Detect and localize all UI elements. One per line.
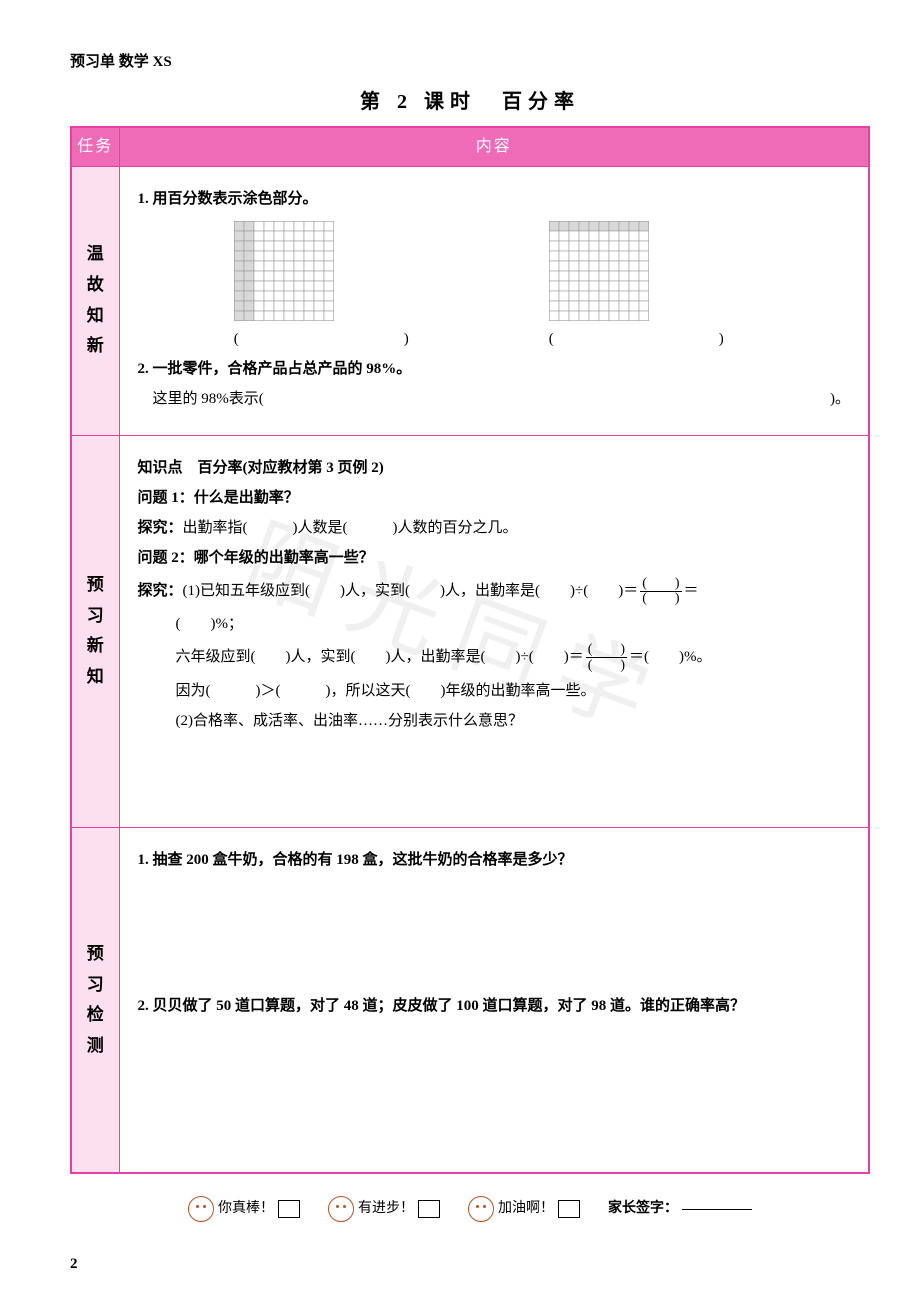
test-q2: 2. 贝贝做了 50 道口算题，对了 48 道；皮皮做了 100 道口算题，对了…: [138, 994, 851, 1018]
section-preview: 预习新知 知识点 百分率(对应教材第 3 页例 2) 问题 1：什么是出勤率？ …: [71, 435, 869, 828]
q2b-left: 这里的 98%表示(: [138, 391, 264, 407]
stamp-progress: 有进步！: [328, 1196, 440, 1222]
checkbox-progress[interactable]: [418, 1200, 440, 1218]
page-header: 预习单 数学 XS: [70, 50, 870, 74]
q2b-text: 这里的 98%表示( )。: [138, 387, 851, 411]
face-icon: [468, 1196, 494, 1222]
grid2-answer-blank: ( ): [549, 327, 754, 351]
checkbox-great[interactable]: [278, 1200, 300, 1218]
knowledge-point: 知识点 百分率(对应教材第 3 页例 2): [138, 456, 851, 480]
q1-text: 1. 用百分数表示涂色部分。: [138, 187, 851, 211]
fraction-blank-2: ( )( ): [586, 642, 627, 673]
section-review: 温故知新 1. 用百分数表示涂色部分。 ( ) ( ) 2. 一批零件，合格产品…: [71, 166, 869, 435]
page-number: 2: [70, 1252, 870, 1276]
grid-figures: ( ) ( ): [138, 221, 851, 351]
parent-sign-label: 家长签字：: [608, 1198, 678, 1220]
content-test: 1. 抽查 200 盒牛奶，合格的有 198 盒，这批牛奶的合格率是多少？ 2.…: [119, 828, 869, 1174]
stamp-cheer: 加油啊！: [468, 1196, 580, 1222]
explore2d: 因为( )＞( )，所以这天( )年级的出勤率高一些。: [138, 679, 851, 703]
section-test: 预习检测 1. 抽查 200 盒牛奶，合格的有 198 盒，这批牛奶的合格率是多…: [71, 828, 869, 1174]
problem2: 问题 2：哪个年级的出勤率高一些？: [138, 546, 851, 570]
grid-figure-1: [234, 221, 334, 321]
signature-line[interactable]: [682, 1209, 752, 1210]
side-label-test: 预习检测: [71, 828, 119, 1174]
stamp-progress-label: 有进步！: [358, 1198, 414, 1220]
face-icon: [188, 1196, 214, 1222]
q2b-right: )。: [830, 387, 850, 411]
content-review: 1. 用百分数表示涂色部分。 ( ) ( ) 2. 一批零件，合格产品占总产品的…: [119, 166, 869, 435]
test-q1: 1. 抽查 200 盒牛奶，合格的有 198 盒，这批牛奶的合格率是多少？: [138, 848, 851, 872]
problem1: 问题 1：什么是出勤率？: [138, 486, 851, 510]
col-header-task: 任务: [71, 127, 119, 166]
lesson-title: 第 2 课时 百分率: [70, 86, 870, 118]
grid-figure-2: [549, 221, 649, 321]
stamp-great: 你真棒！: [188, 1196, 300, 1222]
side-label-review: 温故知新: [71, 166, 119, 435]
fraction-blank-1: ( )( ): [640, 576, 681, 607]
explore1: 探究：探究：出勤率指( )人数是( )人数的百分之几。出勤率指( )人数是( )…: [138, 516, 851, 540]
explore2a: 探究：(1)已知五年级应到( )人，实到( )人，出勤率是( )÷( )＝( )…: [138, 576, 851, 607]
q2-text: 2. 一批零件，合格产品占总产品的 98%。: [138, 357, 851, 381]
col-header-content: 内容: [119, 127, 869, 166]
content-preview: 知识点 百分率(对应教材第 3 页例 2) 问题 1：什么是出勤率？ 探究：探究…: [119, 435, 869, 828]
explore2b: ( )%；: [138, 612, 851, 636]
explore2c: 六年级应到( )人，实到( )人，出勤率是( )÷( )＝( )( )＝( )%…: [138, 642, 851, 673]
checkbox-cheer[interactable]: [558, 1200, 580, 1218]
explore2e: (2)合格率、成活率、出油率……分别表示什么意思？: [138, 709, 851, 733]
stamp-cheer-label: 加油啊！: [498, 1198, 554, 1220]
worksheet-table: 任务 内容 温故知新 1. 用百分数表示涂色部分。 ( ) ( ): [70, 126, 870, 1174]
face-icon: [328, 1196, 354, 1222]
footer-row: 你真棒！ 有进步！ 加油啊！ 家长签字：: [70, 1196, 870, 1222]
side-label-preview: 预习新知: [71, 435, 119, 828]
grid1-answer-blank: ( ): [234, 327, 439, 351]
stamp-great-label: 你真棒！: [218, 1198, 274, 1220]
parent-sign: 家长签字：: [608, 1198, 752, 1220]
